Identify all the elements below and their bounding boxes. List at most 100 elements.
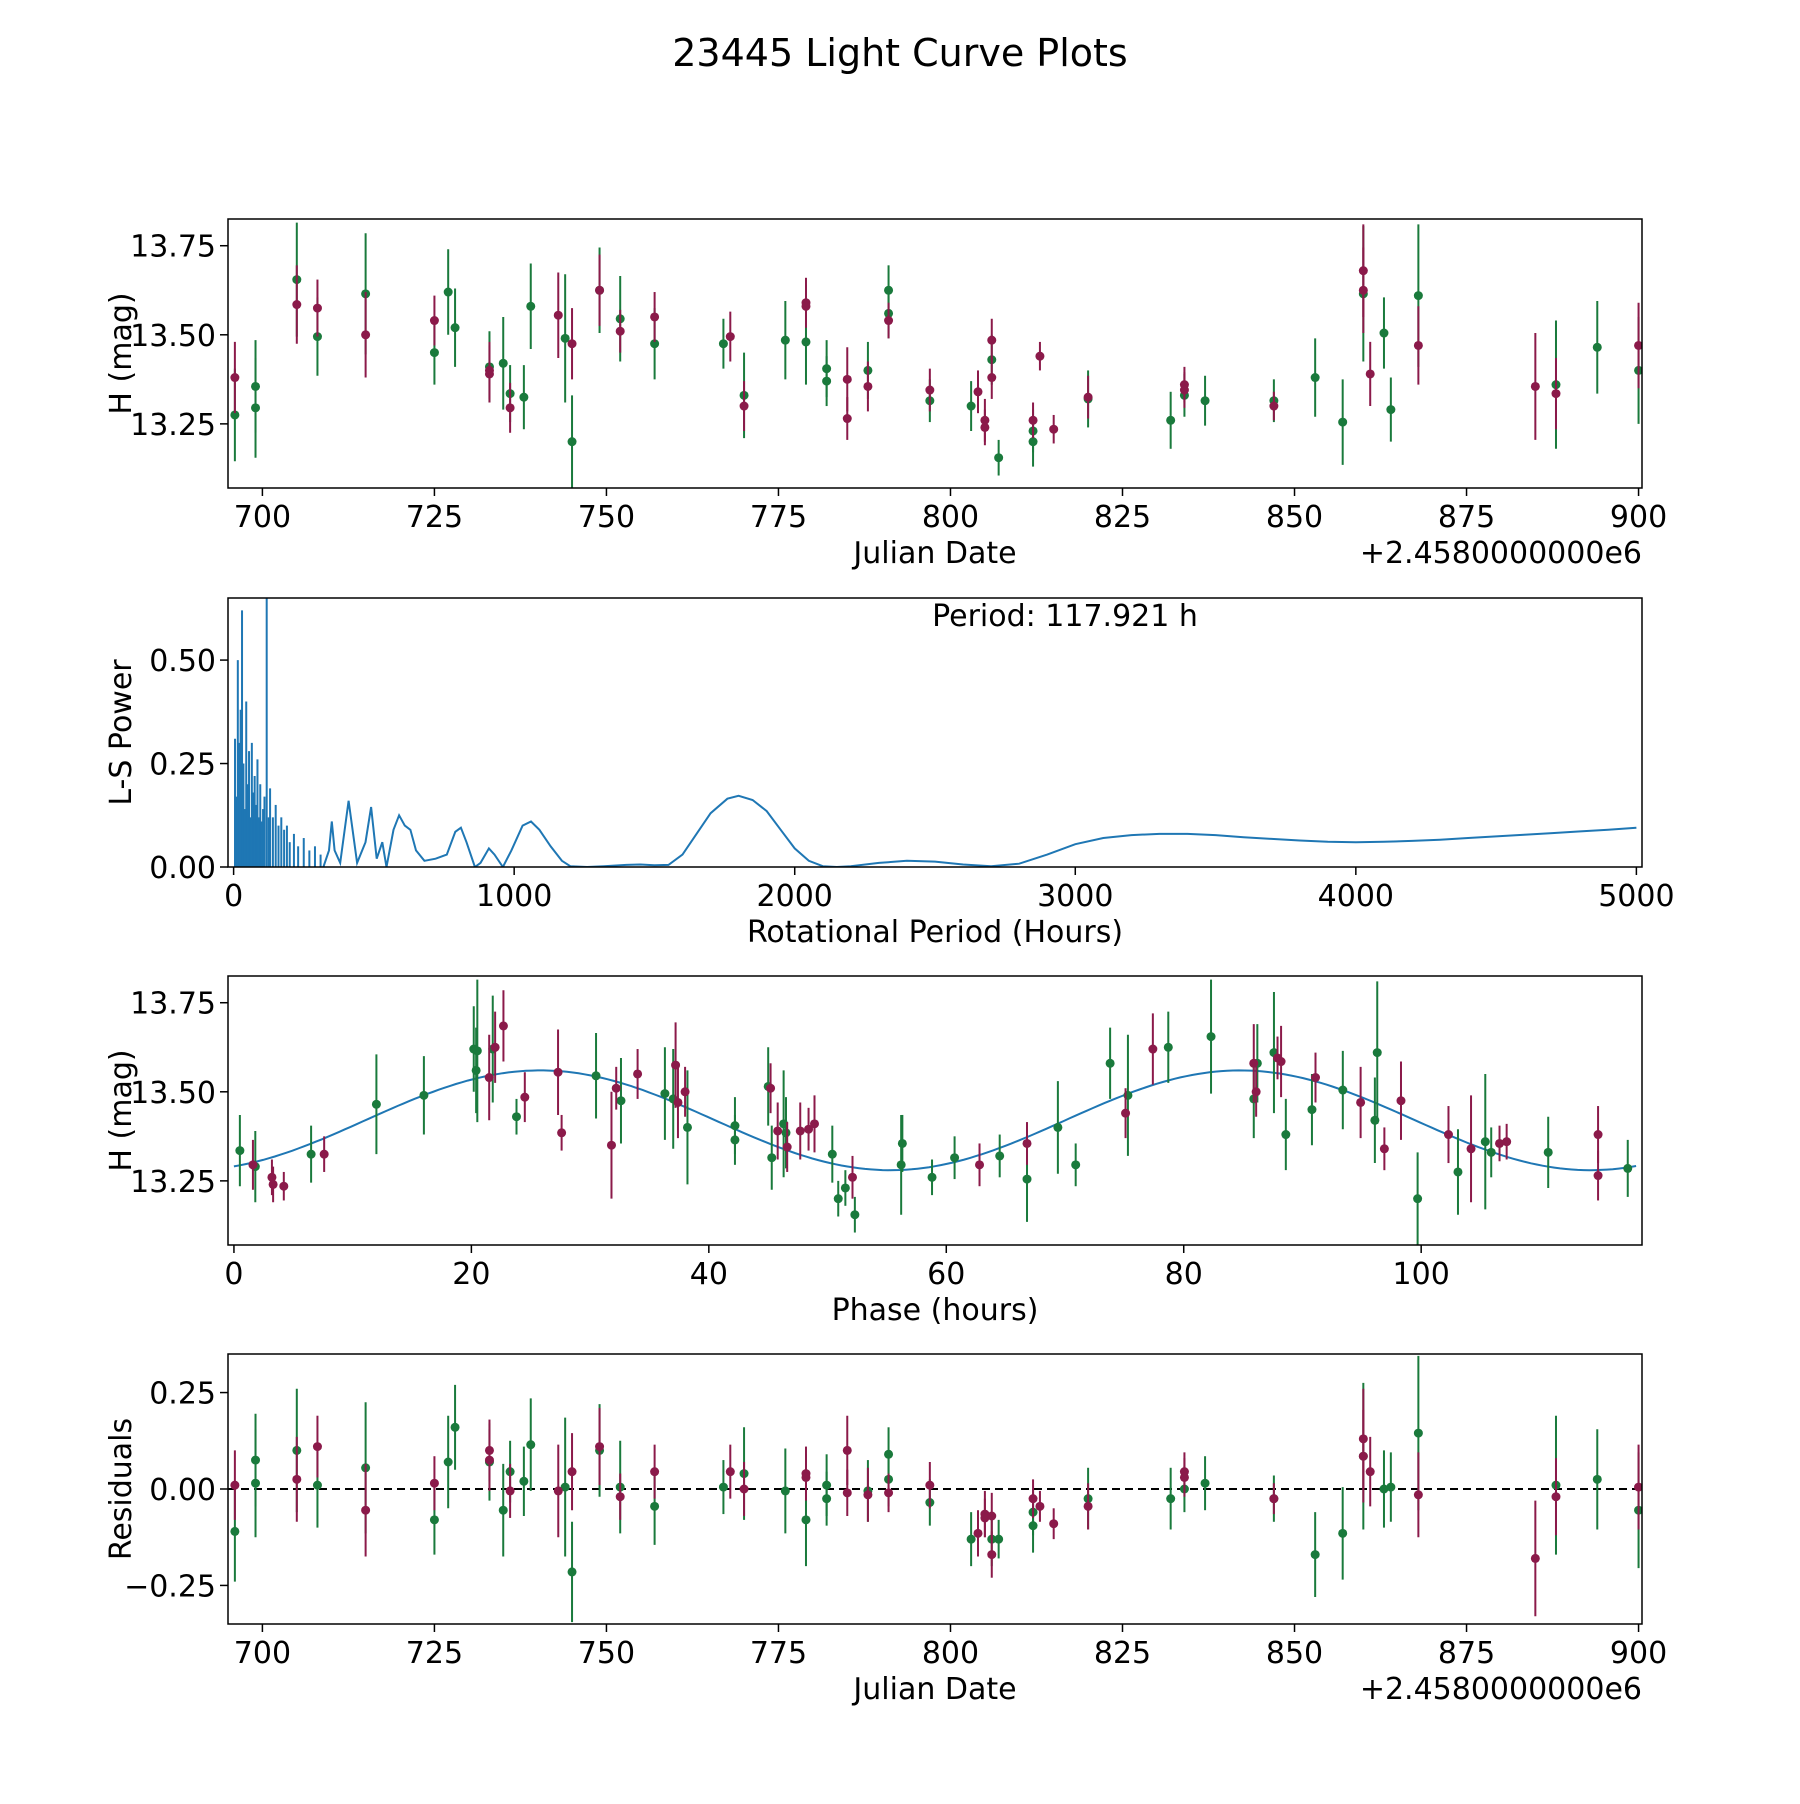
green-data-point — [567, 437, 577, 447]
x-tick-label: 2000 — [757, 879, 833, 914]
maroon-data-point — [505, 403, 515, 413]
x-tick-label: 775 — [750, 1636, 807, 1671]
green-data-point — [1386, 405, 1396, 415]
maroon-data-point — [268, 1179, 278, 1189]
maroon-data-point — [319, 1149, 329, 1159]
green-data-point — [1028, 1521, 1038, 1531]
x-tick-label: 1000 — [476, 879, 552, 914]
maroon-data-point — [230, 1480, 240, 1490]
maroon-data-point — [505, 1486, 515, 1496]
maroon-data-point — [429, 1478, 439, 1488]
x-tick-label: 60 — [927, 1257, 965, 1292]
green-data-point — [994, 1534, 1004, 1544]
green-data-point — [1053, 1122, 1063, 1132]
green-data-point — [312, 1480, 322, 1490]
maroon-data-point — [1356, 1097, 1366, 1107]
maroon-data-point — [801, 1472, 811, 1482]
periodogram-panel — [220, 597, 1643, 875]
maroon-data-point — [312, 1442, 322, 1452]
x-tick-label: 725 — [406, 500, 463, 535]
periodogram-x-axis-label: Rotational Period (Hours) — [747, 915, 1123, 950]
light-curve-plot-area — [230, 222, 1642, 488]
green-data-point — [1413, 291, 1423, 301]
maroon-data-point — [1179, 1472, 1189, 1482]
maroon-data-point — [1379, 1144, 1389, 1154]
x-tick-label: 900 — [1610, 1636, 1667, 1671]
maroon-data-point — [292, 1474, 302, 1484]
y-tick-label: 13.25 — [130, 1165, 216, 1200]
maroon-data-point — [1443, 1130, 1453, 1140]
green-data-point — [730, 1121, 740, 1131]
periodogram-y-axis-label: L-S Power — [104, 659, 139, 806]
x-tick-label: 40 — [690, 1257, 728, 1292]
maroon-data-point — [1551, 1492, 1561, 1502]
maroon-data-point — [292, 300, 302, 310]
light-curve-offset-label: +2.4580000000e6 — [1360, 536, 1642, 571]
maroon-data-point — [925, 1480, 935, 1490]
residuals-x-axis-label: Julian Date — [851, 1672, 1016, 1707]
green-data-point — [966, 401, 976, 411]
maroon-data-point — [595, 285, 605, 295]
maroon-data-point — [1269, 401, 1279, 411]
maroon-data-point — [1365, 369, 1375, 379]
maroon-data-point — [1028, 415, 1038, 425]
maroon-data-point — [1413, 340, 1423, 350]
green-data-point — [1105, 1058, 1115, 1068]
maroon-data-point — [925, 385, 935, 395]
x-tick-label: 800 — [922, 500, 979, 535]
green-data-point — [1453, 1167, 1463, 1177]
maroon-data-point — [973, 387, 983, 397]
y-tick-label: 13.75 — [130, 230, 216, 265]
green-data-point — [1338, 417, 1348, 427]
green-data-point — [718, 339, 728, 349]
residuals-offset-label: +2.4580000000e6 — [1360, 1672, 1642, 1707]
maroon-data-point — [1049, 1519, 1059, 1529]
green-data-point — [1310, 1550, 1320, 1560]
green-data-point — [896, 1160, 906, 1170]
maroon-data-point — [884, 316, 894, 326]
maroon-data-point — [1249, 1058, 1259, 1068]
maroon-data-point — [739, 401, 749, 411]
x-tick-label: 850 — [1266, 500, 1323, 535]
green-data-point — [1338, 1528, 1348, 1538]
green-data-point — [801, 1515, 811, 1525]
periodogram-curve — [322, 794, 1637, 867]
x-tick-label: 725 — [406, 1636, 463, 1671]
x-tick-label: 700 — [234, 1636, 291, 1671]
maroon-data-point — [615, 1492, 625, 1502]
maroon-data-point — [1035, 351, 1045, 361]
maroon-data-point — [1466, 1144, 1476, 1154]
green-data-point — [443, 1457, 453, 1467]
maroon-data-point — [650, 1467, 660, 1477]
green-data-point — [822, 376, 832, 386]
maroon-data-point — [1530, 1553, 1540, 1563]
maroon-data-point — [1396, 1096, 1406, 1106]
green-data-point — [1200, 396, 1210, 406]
maroon-data-point — [680, 1087, 690, 1097]
green-data-point — [419, 1090, 429, 1100]
green-data-point — [966, 1534, 976, 1544]
maroon-data-point — [1121, 1108, 1131, 1118]
light-curve-y-axis-label: H (mag) — [104, 292, 139, 414]
light-curve-frame — [227, 218, 1643, 489]
maroon-data-point — [980, 1513, 990, 1523]
maroon-data-point — [1276, 1057, 1286, 1067]
x-tick-label: 800 — [922, 1636, 979, 1671]
green-data-point — [1379, 1484, 1389, 1494]
maroon-data-point — [611, 1083, 621, 1093]
green-data-point — [230, 410, 240, 420]
maroon-data-point — [361, 330, 371, 340]
green-data-point — [1480, 1137, 1490, 1147]
green-data-point — [498, 358, 508, 368]
x-tick-label: 875 — [1438, 500, 1495, 535]
maroon-data-point — [1083, 1501, 1093, 1511]
green-data-point — [650, 1501, 660, 1511]
maroon-data-point — [739, 1484, 749, 1494]
maroon-data-point — [1495, 1138, 1505, 1148]
x-tick-label: 5000 — [1598, 879, 1674, 914]
green-data-point — [833, 1194, 843, 1204]
green-data-point — [650, 339, 660, 349]
maroon-data-point — [1634, 340, 1642, 350]
maroon-data-point — [429, 316, 439, 326]
